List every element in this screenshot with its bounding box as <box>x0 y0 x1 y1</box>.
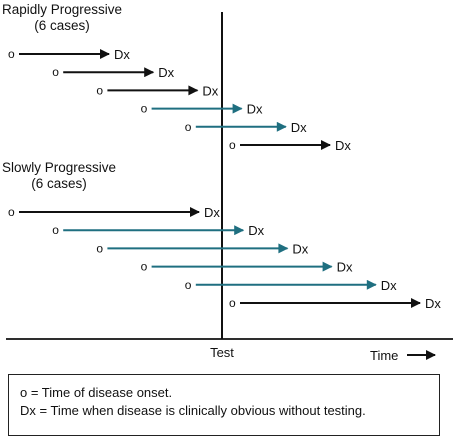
dx-marker: Dx <box>291 120 307 135</box>
onset-marker: o <box>229 138 236 152</box>
rapid-case-2: o Dx <box>52 65 174 80</box>
dx-marker: Dx <box>381 278 397 293</box>
onset-marker: o <box>8 47 15 61</box>
dx-marker: Dx <box>114 47 130 62</box>
slow-heading-count: (6 cases) <box>31 176 87 191</box>
legend-onset: o = Time of disease onset. <box>20 385 173 400</box>
dx-marker: Dx <box>425 296 441 311</box>
onset-marker: o <box>96 241 103 255</box>
dx-marker: Dx <box>202 83 218 98</box>
slow-heading: Slowly Progressive (6 cases) <box>2 160 116 192</box>
slow-case-4: o Dx <box>141 260 353 275</box>
onset-marker: o <box>185 278 192 292</box>
dx-marker: Dx <box>204 205 220 220</box>
rapid-heading-count: (6 cases) <box>34 18 90 33</box>
test-label: Test <box>210 345 234 360</box>
onset-marker: o <box>52 65 59 79</box>
slow-case-2: o Dx <box>52 223 264 238</box>
dx-marker: Dx <box>292 241 308 256</box>
rapid-case-1: o Dx <box>8 47 130 62</box>
dx-marker: Dx <box>335 138 351 153</box>
onset-marker: o <box>141 102 148 116</box>
rapid-case-6: o Dx <box>229 138 351 153</box>
slow-case-6: o Dx <box>229 296 441 311</box>
onset-marker: o <box>96 83 103 97</box>
legend-dx: Dx = Time when disease is clinically obv… <box>20 403 366 418</box>
rapid-heading-title: Rapidly Progressive <box>2 2 123 17</box>
slow-case-5: o Dx <box>185 278 397 293</box>
onset-marker: o <box>8 205 15 219</box>
rapid-case-5: o Dx <box>185 120 307 135</box>
onset-marker: o <box>52 223 59 237</box>
dx-marker: Dx <box>248 223 264 238</box>
legend-box: o = Time of disease onset. Dx = Time whe… <box>8 374 440 436</box>
rapid-heading: Rapidly Progressive (6 cases) <box>2 2 122 34</box>
onset-marker: o <box>141 260 148 274</box>
slow-case-1: o Dx <box>8 205 220 220</box>
dx-marker: Dx <box>158 65 174 80</box>
rapid-case-4: o Dx <box>141 102 263 117</box>
onset-marker: o <box>185 120 192 134</box>
slow-case-3: o Dx <box>96 241 308 256</box>
case-rows: o Dx o Dx o Dx o Dx o Dx o Dx o Dx o Dx o Dx o Dx o Dx o Dx <box>8 47 441 311</box>
dx-marker: Dx <box>247 102 263 117</box>
slow-heading-title: Slowly Progressive <box>2 160 117 175</box>
time-label: Time <box>370 348 398 363</box>
onset-marker: o <box>229 296 236 310</box>
dx-marker: Dx <box>337 260 353 275</box>
rapid-case-3: o Dx <box>96 83 218 98</box>
